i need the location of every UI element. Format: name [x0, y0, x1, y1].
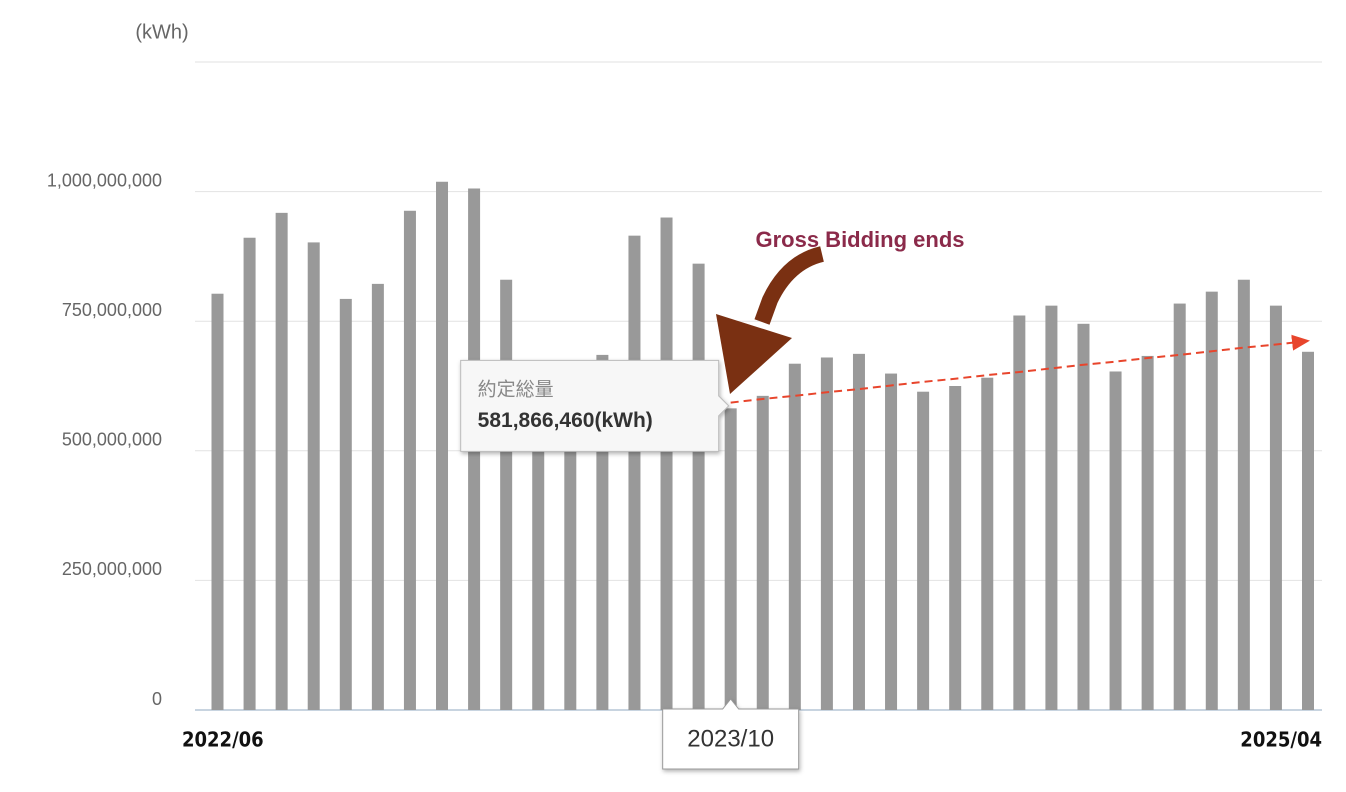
- tooltip-value: 581,866,460(kWh): [478, 409, 653, 432]
- bar: [275, 212, 288, 710]
- category-tooltip-label: 2023/10: [687, 725, 774, 752]
- bar: [1173, 303, 1186, 710]
- bar: [1269, 305, 1282, 710]
- bar: [628, 235, 641, 710]
- bar: [820, 357, 833, 710]
- annotation: Gross Bidding ends: [755, 227, 964, 252]
- bar: [660, 217, 673, 710]
- bar: [1205, 291, 1218, 710]
- tooltip-label: 約定総量: [478, 378, 554, 400]
- bar: [243, 237, 256, 710]
- bar: [211, 293, 224, 710]
- y-tick-label: 1,000,000,000: [47, 170, 162, 190]
- annotation-arrow: [716, 246, 825, 394]
- bar: [1077, 323, 1090, 710]
- y-tick-label: 250,000,000: [62, 559, 162, 579]
- bar: [1013, 315, 1026, 710]
- bar: [885, 373, 898, 710]
- category-tooltip: [662, 698, 800, 770]
- x-tick-label: 2022/06: [182, 728, 264, 752]
- bar: [1109, 371, 1122, 710]
- bar: [1045, 305, 1058, 710]
- bar: [756, 395, 769, 710]
- bar: [436, 181, 449, 711]
- bar: [371, 283, 384, 710]
- bar: [532, 378, 545, 710]
- y-tick-label: 750,000,000: [62, 300, 162, 320]
- bar: [852, 353, 865, 710]
- tooltip-box: [460, 359, 730, 452]
- bar: [1141, 355, 1154, 710]
- bar: [307, 242, 320, 710]
- bar: [1302, 351, 1314, 710]
- bar: [339, 298, 352, 710]
- y-tick-label: 500,000,000: [62, 430, 162, 450]
- y-axis-label: (kWh): [135, 21, 188, 43]
- bar: [981, 377, 994, 710]
- bar: [692, 263, 705, 710]
- bar: [917, 391, 930, 710]
- bar: [1237, 279, 1250, 710]
- bar: [564, 394, 577, 710]
- bar: [949, 386, 962, 710]
- bar: [724, 408, 737, 710]
- trendline: [730, 334, 1310, 404]
- bar: [788, 363, 801, 710]
- bar: [403, 210, 416, 710]
- bar: [500, 279, 513, 710]
- y-tick-label: 0: [152, 689, 162, 709]
- x-tick-label: 2025/04: [1240, 728, 1322, 752]
